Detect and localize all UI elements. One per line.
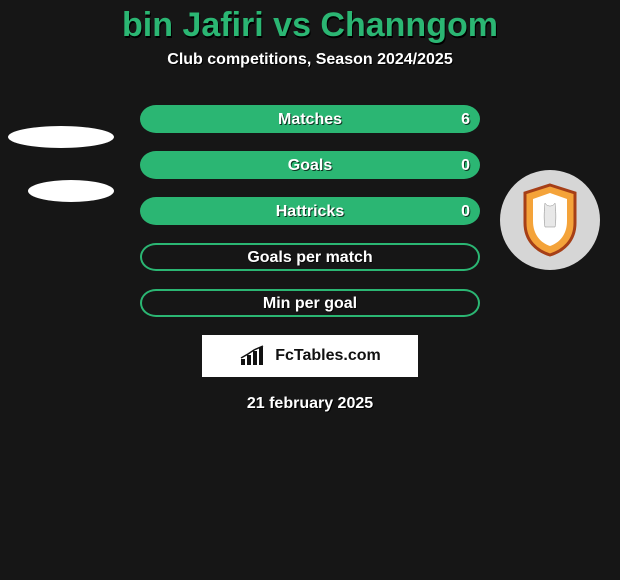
bar-row-matches: Matches 6 [0, 105, 620, 135]
brand-box: FcTables.com [202, 335, 418, 377]
bar-row-goals: Goals 0 [0, 151, 620, 181]
bar-value [140, 289, 470, 319]
brand-text: FcTables.com [275, 347, 381, 365]
bar-chart-icon [239, 345, 267, 367]
subtitle: Club competitions, Season 2024/2025 [0, 51, 620, 69]
bar-value [140, 243, 470, 273]
page-title: bin Jafiri vs Channgom [0, 0, 620, 45]
bar-value: 6 [140, 105, 470, 135]
bar-value: 0 [140, 151, 470, 181]
bar-row-hattricks: Hattricks 0 [0, 197, 620, 227]
bar-row-min-per-goal: Min per goal [0, 289, 620, 319]
date-text: 21 february 2025 [0, 395, 620, 413]
bar-row-goals-per-match: Goals per match [0, 243, 620, 273]
infographic-root: bin Jafiri vs Channgom Club competitions… [0, 0, 620, 580]
bar-value: 0 [140, 197, 470, 227]
